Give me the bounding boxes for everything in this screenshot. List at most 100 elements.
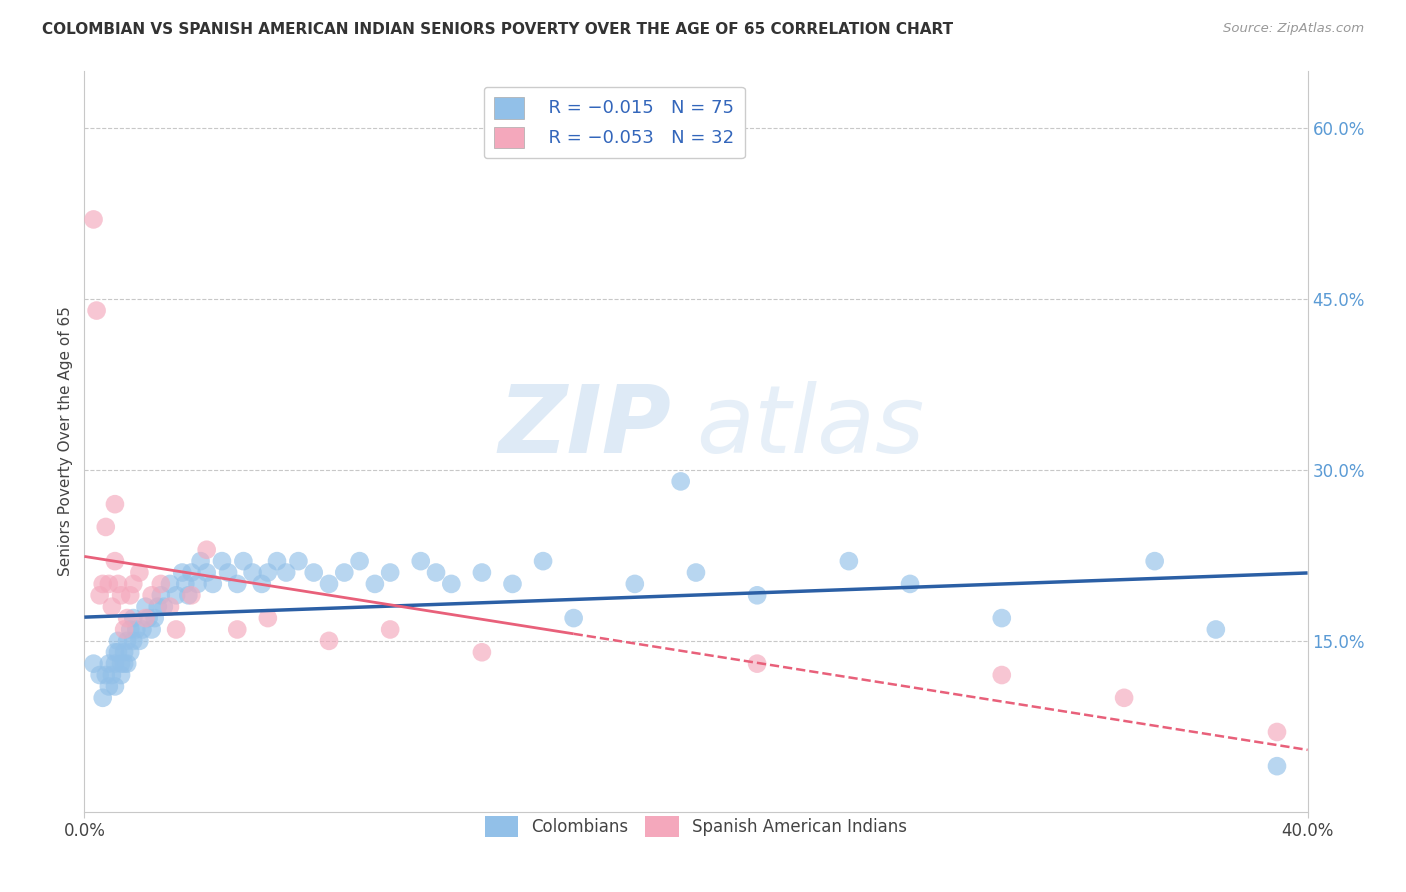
Point bbox=[112, 657, 135, 671]
Point bbox=[110, 588, 132, 602]
Point bbox=[195, 566, 218, 580]
Point bbox=[115, 611, 138, 625]
Point bbox=[333, 566, 356, 580]
Point bbox=[562, 611, 585, 625]
Point bbox=[226, 623, 249, 637]
Point bbox=[135, 599, 157, 614]
Point bbox=[1114, 690, 1136, 705]
Point bbox=[991, 668, 1014, 682]
Point bbox=[97, 657, 120, 671]
Point bbox=[165, 623, 187, 637]
Point bbox=[302, 566, 325, 580]
Point bbox=[287, 554, 309, 568]
Point bbox=[107, 645, 129, 659]
Point bbox=[266, 554, 288, 568]
Point bbox=[669, 475, 692, 489]
Point bbox=[380, 623, 402, 637]
Point bbox=[138, 611, 160, 625]
Point bbox=[135, 611, 157, 625]
Point bbox=[318, 577, 340, 591]
Point bbox=[685, 566, 707, 580]
Point bbox=[440, 577, 463, 591]
Point bbox=[146, 599, 169, 614]
Point bbox=[471, 645, 494, 659]
Point bbox=[471, 566, 494, 580]
Point bbox=[83, 212, 105, 227]
Point bbox=[128, 633, 150, 648]
Point bbox=[159, 577, 181, 591]
Point bbox=[143, 611, 166, 625]
Point bbox=[94, 668, 117, 682]
Point bbox=[97, 680, 120, 694]
Point bbox=[86, 303, 108, 318]
Point bbox=[141, 623, 163, 637]
Point bbox=[380, 566, 402, 580]
Point bbox=[257, 611, 280, 625]
Point bbox=[107, 633, 129, 648]
Point bbox=[120, 588, 142, 602]
Point bbox=[502, 577, 524, 591]
Point bbox=[1205, 623, 1227, 637]
Point bbox=[149, 588, 172, 602]
Point bbox=[991, 611, 1014, 625]
Y-axis label: Seniors Poverty Over the Age of 65: Seniors Poverty Over the Age of 65 bbox=[58, 307, 73, 576]
Point bbox=[242, 566, 264, 580]
Point bbox=[159, 599, 181, 614]
Point bbox=[120, 645, 142, 659]
Text: Source: ZipAtlas.com: Source: ZipAtlas.com bbox=[1223, 22, 1364, 36]
Point bbox=[131, 623, 153, 637]
Point bbox=[364, 577, 387, 591]
Point bbox=[318, 633, 340, 648]
Point bbox=[149, 577, 172, 591]
Point bbox=[83, 657, 105, 671]
Point bbox=[104, 657, 127, 671]
Point bbox=[180, 566, 202, 580]
Point bbox=[107, 577, 129, 591]
Point bbox=[226, 577, 249, 591]
Point bbox=[91, 577, 114, 591]
Point bbox=[112, 623, 135, 637]
Point bbox=[211, 554, 233, 568]
Point bbox=[110, 657, 132, 671]
Point bbox=[101, 599, 124, 614]
Point bbox=[232, 554, 254, 568]
Legend: Colombians, Spanish American Indians: Colombians, Spanish American Indians bbox=[478, 809, 914, 844]
Point bbox=[201, 577, 224, 591]
Text: COLOMBIAN VS SPANISH AMERICAN INDIAN SENIORS POVERTY OVER THE AGE OF 65 CORRELAT: COLOMBIAN VS SPANISH AMERICAN INDIAN SEN… bbox=[42, 22, 953, 37]
Point bbox=[1265, 725, 1288, 739]
Point bbox=[128, 566, 150, 580]
Point bbox=[257, 566, 280, 580]
Point bbox=[172, 566, 194, 580]
Point bbox=[104, 554, 127, 568]
Point bbox=[104, 680, 127, 694]
Point bbox=[122, 633, 145, 648]
Point bbox=[125, 623, 148, 637]
Point bbox=[531, 554, 554, 568]
Point bbox=[110, 668, 132, 682]
Point bbox=[250, 577, 273, 591]
Point bbox=[101, 668, 124, 682]
Point bbox=[190, 554, 212, 568]
Point bbox=[409, 554, 432, 568]
Point bbox=[174, 577, 197, 591]
Point bbox=[177, 588, 200, 602]
Point bbox=[89, 668, 111, 682]
Point bbox=[91, 690, 114, 705]
Point bbox=[276, 566, 298, 580]
Point bbox=[747, 588, 769, 602]
Point bbox=[115, 633, 138, 648]
Point bbox=[120, 623, 142, 637]
Point bbox=[624, 577, 647, 591]
Point bbox=[1143, 554, 1166, 568]
Point bbox=[1265, 759, 1288, 773]
Text: atlas: atlas bbox=[696, 381, 924, 472]
Point bbox=[838, 554, 860, 568]
Point bbox=[112, 645, 135, 659]
Point bbox=[195, 542, 218, 557]
Point bbox=[104, 645, 127, 659]
Point bbox=[89, 588, 111, 602]
Point bbox=[115, 657, 138, 671]
Point bbox=[141, 588, 163, 602]
Point bbox=[122, 577, 145, 591]
Point bbox=[747, 657, 769, 671]
